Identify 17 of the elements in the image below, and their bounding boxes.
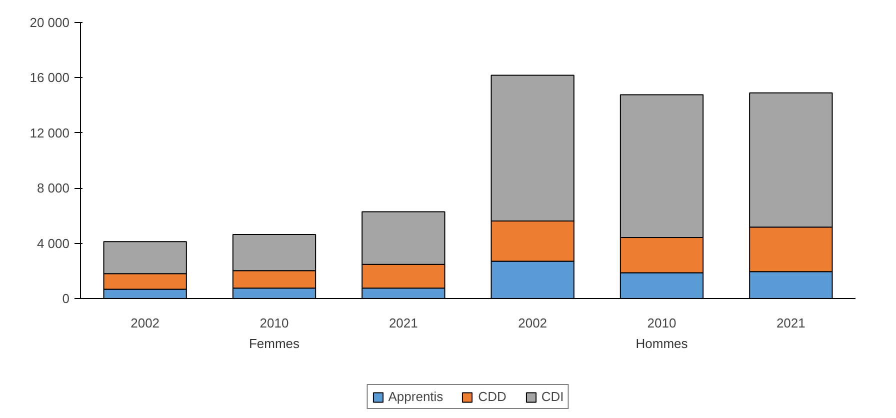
x-tick-label: 2010: [647, 316, 676, 330]
y-tick-label: 16 000: [30, 70, 70, 86]
y-tick-label: 4 000: [36, 236, 70, 251]
x-tick-label: 2002: [518, 316, 548, 330]
text: Hommes: [636, 336, 688, 351]
y-tick-label: 8 000: [36, 180, 70, 196]
x-tick-label: 2002: [130, 316, 160, 330]
legend-label: CDI: [541, 389, 564, 404]
text: Femmes: [248, 336, 300, 351]
y-tick-label: 20 000: [30, 15, 70, 30]
x-tick-label: 2021: [776, 316, 806, 330]
x-tick-label: 2021: [388, 316, 418, 330]
y-tick-label: 12 000: [30, 125, 70, 140]
y-tick-label: 0: [62, 291, 70, 306]
legend-label: Apprentis: [388, 389, 444, 404]
legend-label: CDD: [478, 389, 506, 404]
x-tick-label: 2010: [260, 316, 289, 330]
